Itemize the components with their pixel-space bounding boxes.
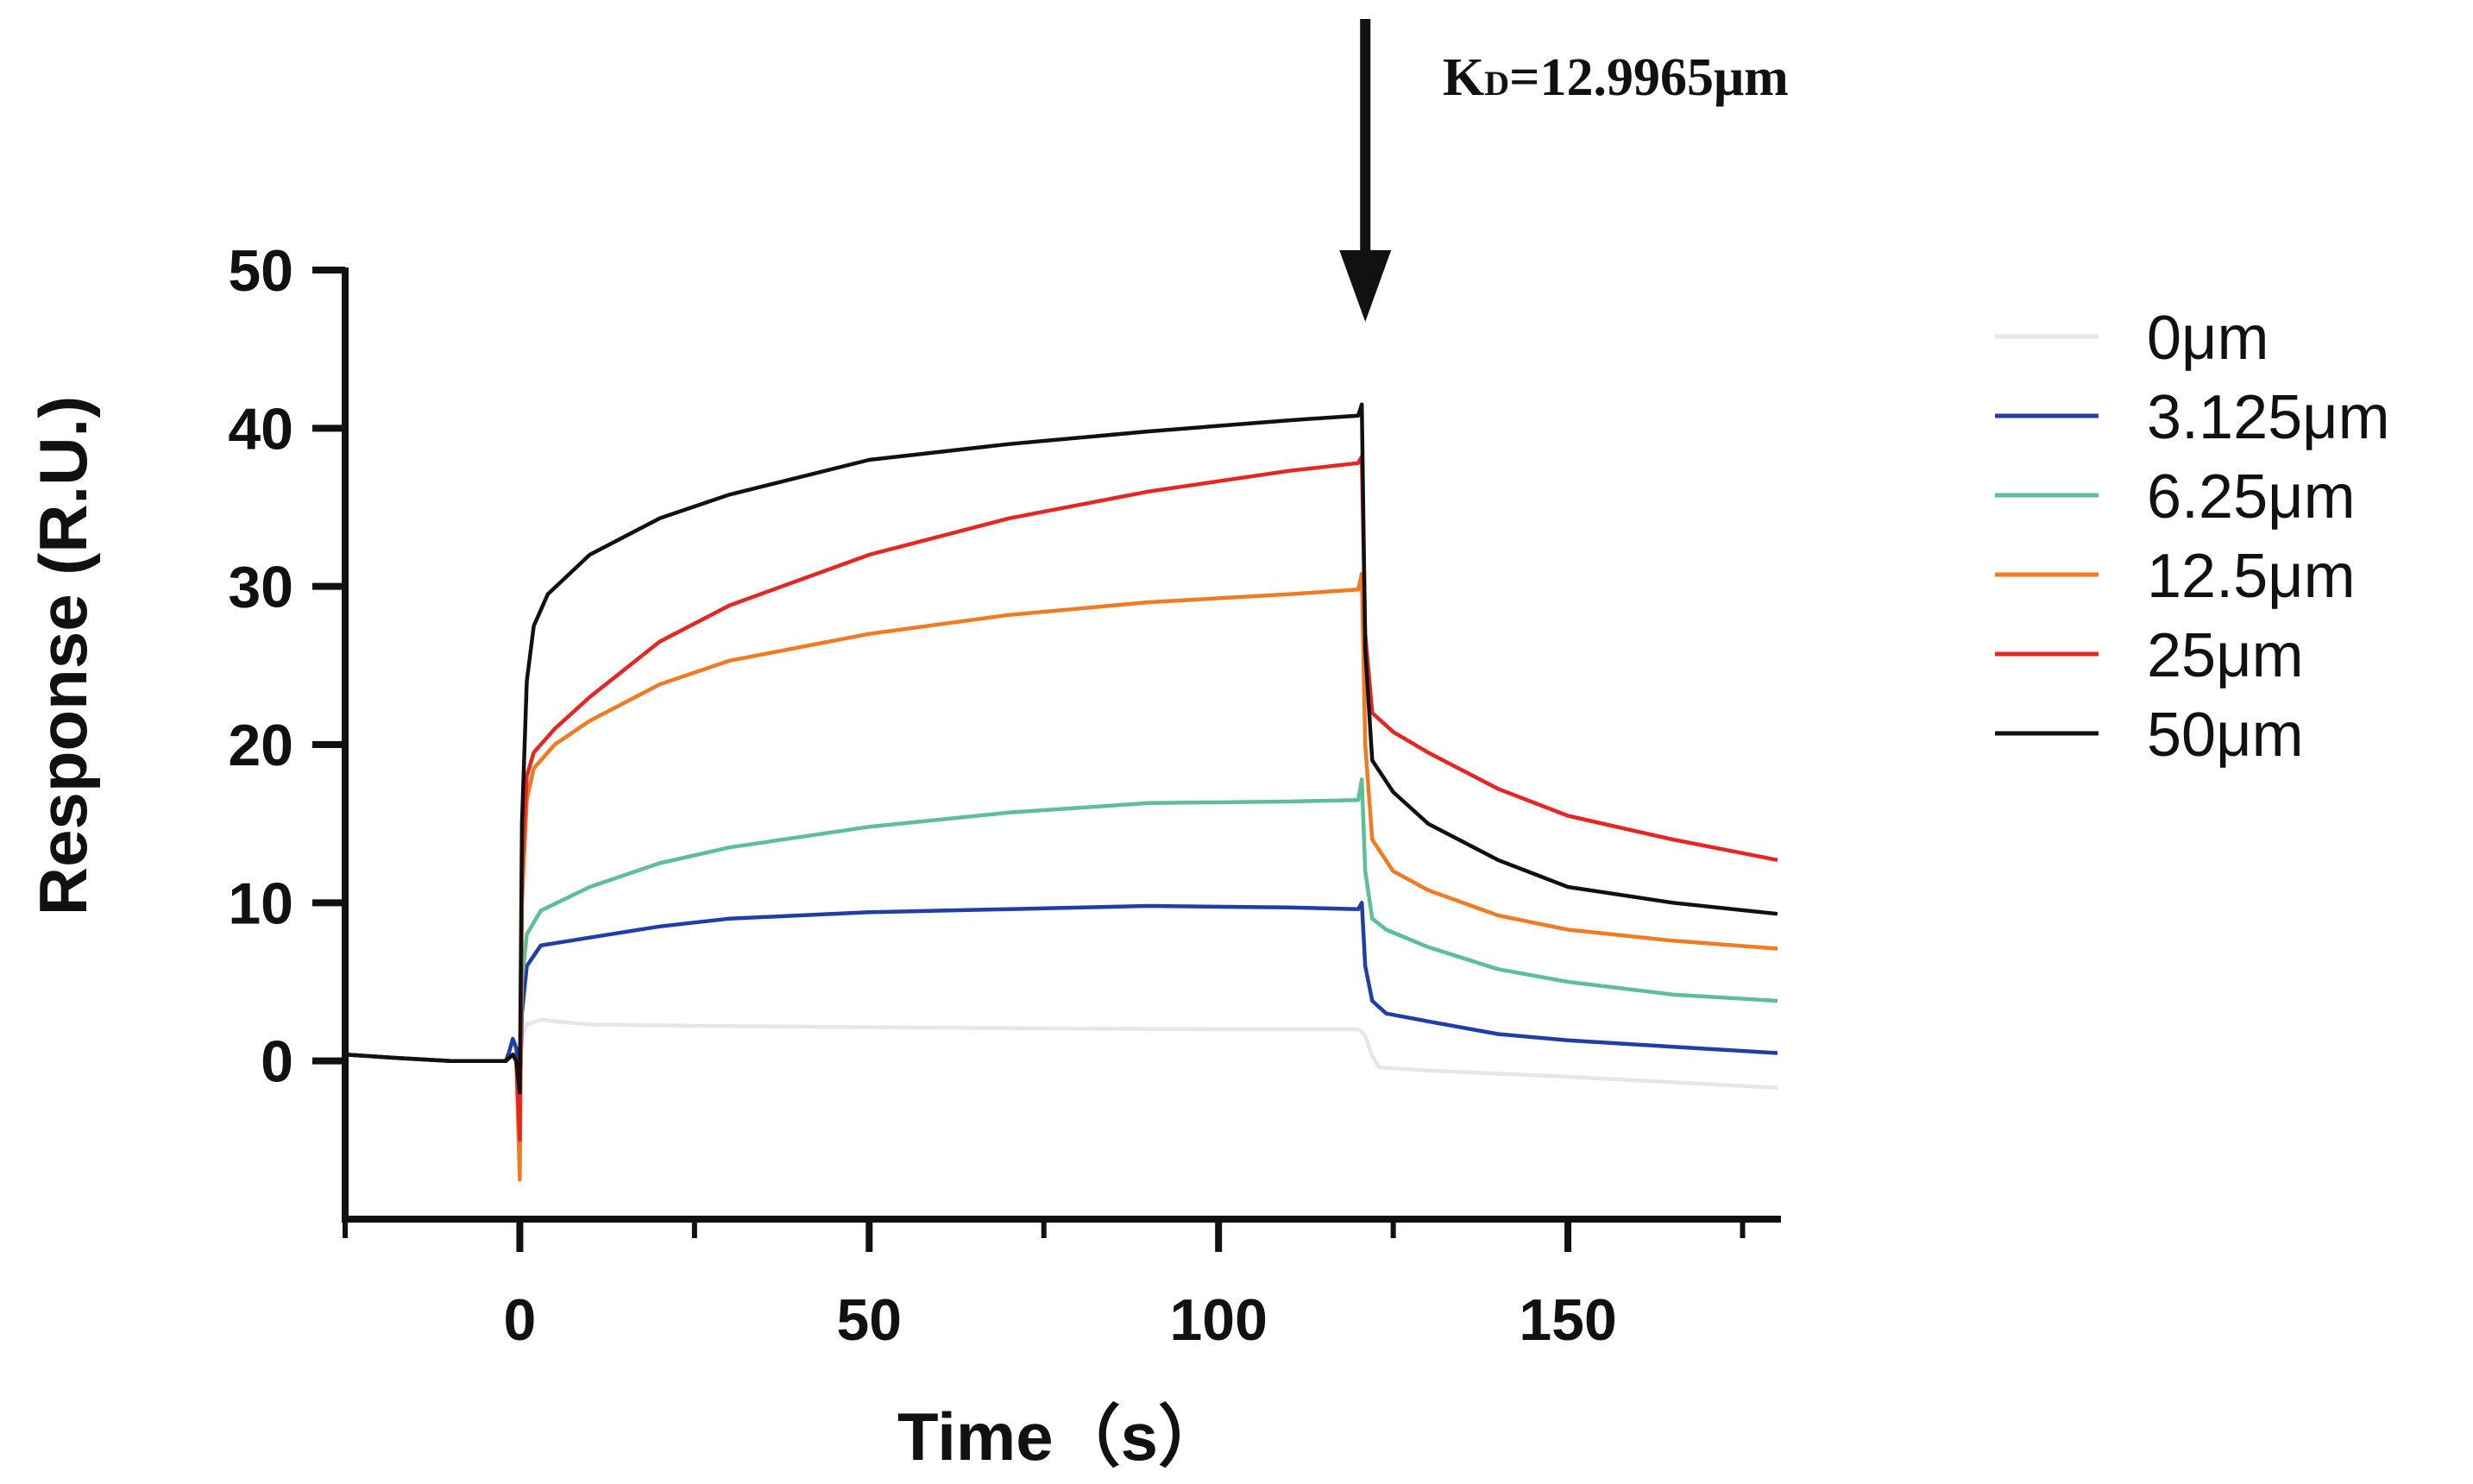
x-axis-title: Time（s） [897, 1399, 1225, 1475]
kd-arrow-head [1339, 250, 1392, 322]
kd-label-sub: D [1484, 64, 1509, 103]
legend-label-2: 6.25μm [2147, 462, 2356, 531]
legend-label-3: 12.5μm [2147, 542, 2356, 611]
series-line-5 [344, 402, 1778, 1095]
y-axis: 0 10 20 30 40 50 [228, 238, 349, 1223]
x-tick-label-3: 150 [1519, 1287, 1616, 1353]
plot-lines [344, 402, 1778, 1182]
y-tick-label-2: 20 [228, 713, 293, 778]
legend-label-1: 3.125μm [2147, 383, 2390, 452]
legend-label-0: 0μm [2147, 304, 2269, 373]
y-tick-label-3: 30 [228, 555, 293, 620]
y-tick-label-5: 50 [228, 238, 293, 304]
x-axis: 0 50 100 150 [342, 1216, 1781, 1353]
legend-label-5: 50μm [2147, 701, 2304, 770]
y-tick-label-0: 0 [261, 1029, 293, 1095]
kd-annotation: KD=12.9965μm [1339, 19, 1789, 322]
y-tick-label-1: 10 [228, 871, 293, 936]
y-axis-title: Response (R.U.) [25, 396, 101, 915]
kd-label: KD=12.9965μm [1443, 48, 1789, 107]
series-line-3 [344, 571, 1778, 1182]
legend-label-4: 25μm [2147, 621, 2304, 690]
x-tick-label-0: 0 [504, 1287, 537, 1353]
series-line-1 [344, 901, 1778, 1103]
x-tick-label-2: 100 [1169, 1287, 1267, 1353]
kd-label-value: =12.9965μm [1509, 48, 1789, 107]
x-minor-ticks [343, 1219, 1746, 1238]
y-tick-label-4: 40 [228, 396, 293, 462]
legend: 0μm 3.125μm 6.25μm 12.5μm 25μm 50μm [1995, 304, 2390, 770]
series-line-0 [344, 1017, 1778, 1091]
x-tick-label-1: 50 [836, 1287, 902, 1353]
series-line-4 [344, 455, 1778, 1142]
kd-label-k: K [1443, 48, 1484, 107]
